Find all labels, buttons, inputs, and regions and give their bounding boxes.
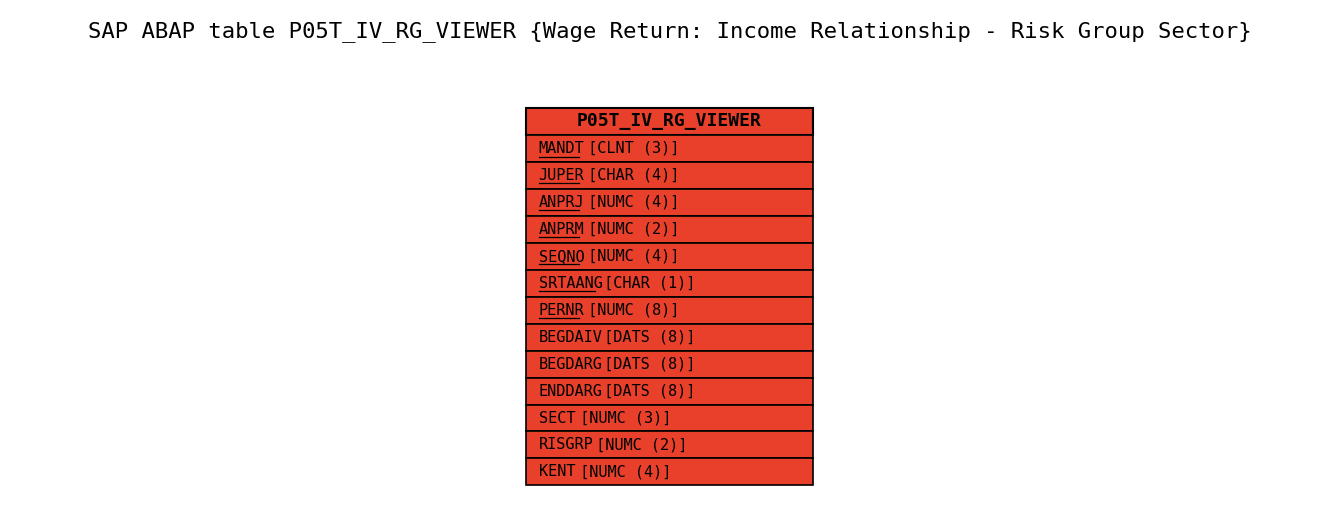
- Text: SEQNO: SEQNO: [538, 249, 584, 264]
- FancyBboxPatch shape: [525, 162, 814, 189]
- Text: [NUMC (2)]: [NUMC (2)]: [588, 437, 688, 452]
- Text: [NUMC (2)]: [NUMC (2)]: [580, 222, 680, 237]
- Text: ANPRJ: ANPRJ: [538, 195, 584, 210]
- Text: ANPRM: ANPRM: [538, 222, 584, 237]
- Text: SECT: SECT: [538, 411, 574, 426]
- FancyBboxPatch shape: [525, 459, 814, 485]
- Text: [DATS (8)]: [DATS (8)]: [596, 330, 696, 345]
- Text: [NUMC (3)]: [NUMC (3)]: [570, 411, 671, 426]
- Text: KENT: KENT: [538, 464, 574, 479]
- FancyBboxPatch shape: [525, 243, 814, 270]
- FancyBboxPatch shape: [525, 135, 814, 162]
- Text: BEGDARG: BEGDARG: [538, 356, 603, 371]
- FancyBboxPatch shape: [525, 216, 814, 243]
- FancyBboxPatch shape: [525, 108, 814, 135]
- Text: [DATS (8)]: [DATS (8)]: [596, 356, 696, 371]
- FancyBboxPatch shape: [525, 404, 814, 431]
- Text: [CHAR (1)]: [CHAR (1)]: [596, 276, 696, 290]
- FancyBboxPatch shape: [525, 297, 814, 323]
- Text: MANDT: MANDT: [538, 141, 584, 156]
- Text: ENDDARG: ENDDARG: [538, 384, 603, 398]
- FancyBboxPatch shape: [525, 323, 814, 351]
- FancyBboxPatch shape: [525, 351, 814, 378]
- Text: [CLNT (3)]: [CLNT (3)]: [580, 141, 680, 156]
- FancyBboxPatch shape: [525, 378, 814, 404]
- FancyBboxPatch shape: [525, 270, 814, 297]
- Text: SRTAANG: SRTAANG: [538, 276, 603, 290]
- Text: [NUMC (4)]: [NUMC (4)]: [580, 195, 680, 210]
- Text: RISGRP: RISGRP: [538, 437, 593, 452]
- Text: SAP ABAP table P05T_IV_RG_VIEWER {Wage Return: Income Relationship - Risk Group : SAP ABAP table P05T_IV_RG_VIEWER {Wage R…: [87, 21, 1252, 42]
- Text: [NUMC (4)]: [NUMC (4)]: [570, 464, 671, 479]
- Text: JUPER: JUPER: [538, 168, 584, 183]
- Text: [NUMC (4)]: [NUMC (4)]: [580, 249, 680, 264]
- Text: P05T_IV_RG_VIEWER: P05T_IV_RG_VIEWER: [577, 112, 762, 130]
- Text: PERNR: PERNR: [538, 303, 584, 318]
- Text: BEGDAIV: BEGDAIV: [538, 330, 603, 345]
- Text: [CHAR (4)]: [CHAR (4)]: [580, 168, 680, 183]
- FancyBboxPatch shape: [525, 189, 814, 216]
- Text: [NUMC (8)]: [NUMC (8)]: [580, 303, 680, 318]
- Text: [DATS (8)]: [DATS (8)]: [596, 384, 696, 398]
- FancyBboxPatch shape: [525, 431, 814, 459]
